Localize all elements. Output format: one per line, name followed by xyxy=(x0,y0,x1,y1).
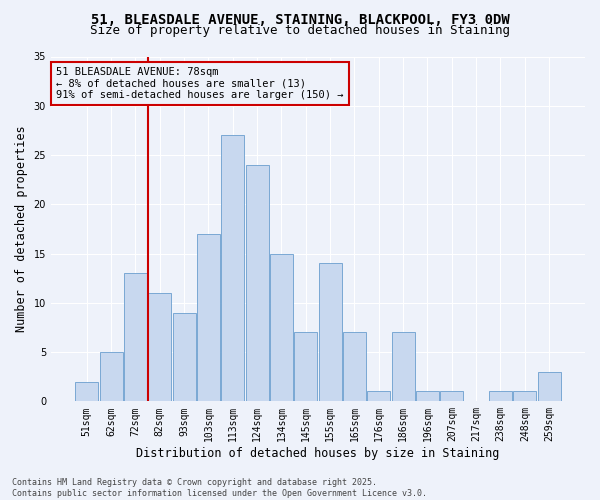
Bar xyxy=(343,332,366,402)
Bar xyxy=(100,352,122,402)
Y-axis label: Number of detached properties: Number of detached properties xyxy=(15,126,28,332)
X-axis label: Distribution of detached houses by size in Staining: Distribution of detached houses by size … xyxy=(136,447,500,460)
Text: Contains HM Land Registry data © Crown copyright and database right 2025.
Contai: Contains HM Land Registry data © Crown c… xyxy=(12,478,427,498)
Bar xyxy=(197,234,220,402)
Text: 51, BLEASDALE AVENUE, STAINING, BLACKPOOL, FY3 0DW: 51, BLEASDALE AVENUE, STAINING, BLACKPOO… xyxy=(91,12,509,26)
Bar xyxy=(367,392,391,402)
Bar xyxy=(440,392,463,402)
Bar xyxy=(538,372,561,402)
Text: Size of property relative to detached houses in Staining: Size of property relative to detached ho… xyxy=(90,24,510,37)
Bar xyxy=(148,293,172,402)
Text: 51 BLEASDALE AVENUE: 78sqm
← 8% of detached houses are smaller (13)
91% of semi-: 51 BLEASDALE AVENUE: 78sqm ← 8% of detac… xyxy=(56,67,344,100)
Bar xyxy=(513,392,536,402)
Bar xyxy=(75,382,98,402)
Bar xyxy=(416,392,439,402)
Bar xyxy=(173,312,196,402)
Bar xyxy=(392,332,415,402)
Bar xyxy=(270,254,293,402)
Bar xyxy=(489,392,512,402)
Bar xyxy=(245,165,269,402)
Bar xyxy=(294,332,317,402)
Bar xyxy=(221,136,244,402)
Bar xyxy=(319,264,341,402)
Bar xyxy=(124,274,147,402)
